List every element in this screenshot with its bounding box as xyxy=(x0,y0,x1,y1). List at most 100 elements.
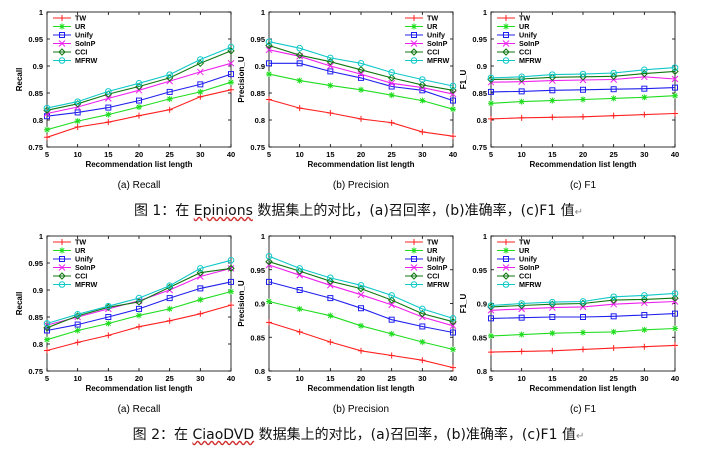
x-tick-label: 20 xyxy=(357,150,365,159)
legend-marker xyxy=(411,15,417,21)
data-point-soinp xyxy=(135,86,143,94)
data-point-tw xyxy=(419,128,426,135)
legend-entry: TW xyxy=(519,14,530,23)
x-tick-label: 20 xyxy=(579,374,587,383)
figure-1-caption-suffix: 数据集上的对比，(a)召回率，(b)准确率，(c)F1 值 xyxy=(252,203,575,219)
data-point-cci xyxy=(418,81,427,89)
data-point-soinp xyxy=(326,281,334,289)
x-tick-label: 15 xyxy=(104,374,112,383)
x-tick-label: 5 xyxy=(45,374,49,383)
y-tick-label: 0.85 xyxy=(250,89,265,98)
x-tick-label: 10 xyxy=(73,374,81,383)
series-line-mfrw xyxy=(46,46,232,109)
x-tick-label: 5 xyxy=(267,374,271,383)
x-axis-label: Recommendation list length xyxy=(307,384,414,393)
y-axis-label: Recall xyxy=(15,68,24,92)
data-point-tw xyxy=(672,110,678,117)
data-point-tw xyxy=(166,106,173,113)
x-tick-label: 25 xyxy=(609,150,617,159)
data-point-ur xyxy=(74,118,81,125)
y-tick-label: 0.8 xyxy=(33,340,43,349)
data-point-cci xyxy=(43,324,51,332)
data-point-cci xyxy=(671,67,679,76)
data-point-cci xyxy=(357,66,365,74)
data-point-tw xyxy=(358,115,364,122)
y-tick-label: 0.85 xyxy=(472,333,487,342)
data-point-ur xyxy=(266,298,272,305)
data-point-ur xyxy=(358,86,364,93)
legend-entry: Unify xyxy=(427,255,445,264)
legend-entry: SoInP xyxy=(427,263,448,272)
data-point-mfrw xyxy=(671,290,679,297)
legend-marker xyxy=(502,48,510,56)
data-point-cci xyxy=(418,309,427,318)
data-point-mfrw xyxy=(671,64,679,71)
x-axis-label: Recommendation list length xyxy=(85,384,192,393)
data-point-tw xyxy=(580,346,586,353)
data-point-unify xyxy=(610,313,617,320)
legend-marker xyxy=(59,15,65,21)
data-point-unify xyxy=(296,287,303,293)
data-point-cci xyxy=(387,296,396,304)
series-line-unify xyxy=(490,87,676,93)
y-tick-label: 0.75 xyxy=(28,143,43,152)
data-point-ur xyxy=(327,312,334,319)
x-tick-label: 30 xyxy=(196,150,204,159)
data-point-unify xyxy=(419,323,426,330)
data-point-soinp xyxy=(104,95,112,102)
data-point-tw xyxy=(74,124,81,131)
series-line-cci xyxy=(490,297,676,308)
data-point-ur xyxy=(296,305,303,312)
data-point-soinp xyxy=(196,68,204,76)
x-tick-label: 15 xyxy=(326,374,334,383)
data-point-ur xyxy=(450,346,456,353)
data-point-mfrw xyxy=(197,56,204,63)
data-point-tw xyxy=(641,111,648,118)
y-axis-label: F1_U xyxy=(459,293,468,313)
x-tick-label: 20 xyxy=(357,374,365,383)
x-tick-label: 20 xyxy=(579,150,587,159)
data-point-mfrw xyxy=(449,82,457,90)
x-tick-label: 10 xyxy=(73,150,81,159)
data-point-tw xyxy=(450,133,456,140)
legend-marker xyxy=(503,256,509,262)
legend-entry: CCI xyxy=(75,272,87,281)
legend-marker xyxy=(410,40,418,47)
data-point-ur xyxy=(549,330,556,337)
data-point-tw xyxy=(388,119,395,126)
data-point-mfrw xyxy=(579,298,587,305)
legend-marker xyxy=(410,281,418,288)
data-point-unify xyxy=(549,87,556,94)
data-point-mfrw xyxy=(265,252,273,260)
data-point-tw xyxy=(166,317,173,324)
series-line-unify xyxy=(269,62,454,102)
y-axis-label: Precision_U xyxy=(237,280,246,326)
data-point-tw xyxy=(419,357,426,364)
series-line-unify xyxy=(46,73,232,117)
data-point-unify xyxy=(197,285,204,292)
data-point-mfrw xyxy=(135,79,143,87)
y-tick-label: 0.9 xyxy=(477,62,487,71)
x-tick-label: 30 xyxy=(640,150,648,159)
data-point-mfrw xyxy=(227,43,235,51)
data-point-mfrw xyxy=(135,294,143,302)
data-point-mfrw xyxy=(357,281,365,289)
y-tick-label: 1 xyxy=(261,232,265,241)
data-point-unify xyxy=(166,295,173,302)
data-point-tw xyxy=(518,348,525,355)
data-point-tw xyxy=(266,319,272,326)
legend-entry: CCI xyxy=(519,48,531,57)
x-axis-label: Recommendation list length xyxy=(85,160,192,169)
legend-marker xyxy=(503,15,509,21)
data-point-unify xyxy=(518,314,525,321)
data-point-unify xyxy=(266,60,272,67)
data-point-tw xyxy=(641,343,648,350)
x-tick-label: 5 xyxy=(267,150,271,159)
panel-subcaption: (b) Precision xyxy=(333,404,389,415)
panel-subcaption: (a) Recall xyxy=(118,180,161,191)
legend-marker xyxy=(411,256,417,262)
data-point-unify xyxy=(166,88,173,95)
legend-marker xyxy=(58,57,66,64)
data-point-unify xyxy=(358,305,364,312)
